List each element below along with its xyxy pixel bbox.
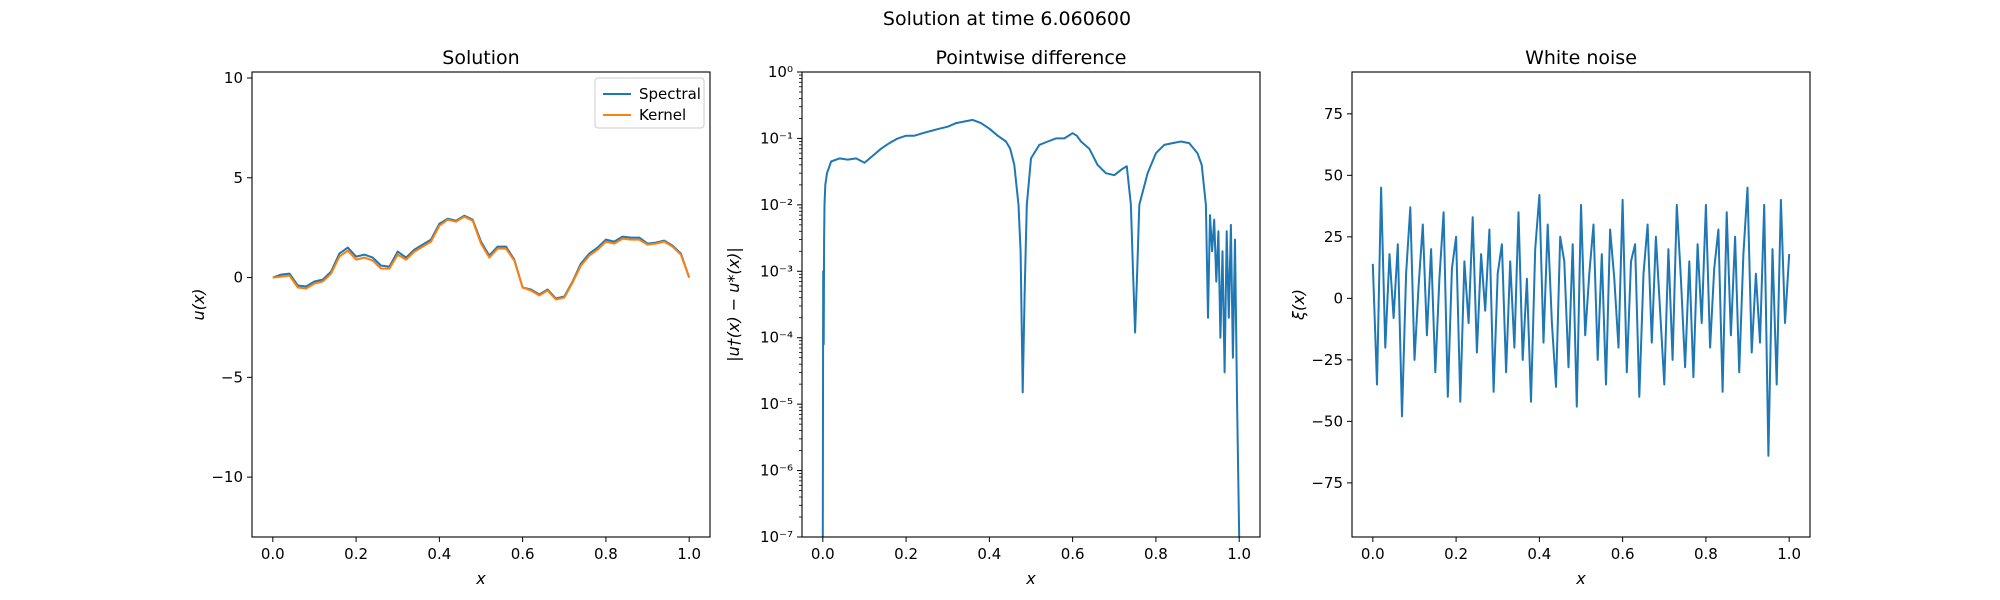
y-tick-label: 75 xyxy=(1324,105,1343,123)
y-tick-label: 10⁻³ xyxy=(760,262,793,280)
y-tick-label: 10⁰ xyxy=(768,63,793,81)
plot-frame xyxy=(251,71,711,538)
x-tick-label: 1.0 xyxy=(677,545,701,563)
y-tick-label: 10⁻⁶ xyxy=(760,462,793,480)
x-tick-label: 0.2 xyxy=(344,545,368,563)
y-tick-label: 10⁻⁵ xyxy=(760,395,793,413)
x-axis-label: x xyxy=(475,569,486,588)
x-tick-label: 0.0 xyxy=(811,545,835,563)
x-tick-label: 0.8 xyxy=(594,545,618,563)
y-tick-label: 0 xyxy=(233,269,243,287)
y-tick-label: 10⁻¹ xyxy=(760,129,793,147)
series-line-kernel xyxy=(272,215,691,301)
y-tick-label: 25 xyxy=(1324,228,1343,246)
x-tick-label: 1.0 xyxy=(1777,545,1801,563)
panel-solution: Solution 0.0 0.2 0.4 0.6 0.8 1.0 −10 −5 0 5 10 x u(x)… xyxy=(189,47,711,588)
x-tick-label: 0.4 xyxy=(977,545,1001,563)
series-line xyxy=(1371,186,1791,457)
x-tick-label: 0.4 xyxy=(1527,545,1551,563)
y-tick-label: 5 xyxy=(233,169,243,187)
figure-suptitle: Solution at time 6.060600 xyxy=(883,8,1131,30)
panel-white-noise: White noise 0.0 0.2 0.4 0.6 0.8 1.0 −75 −50 −25 0 2… xyxy=(1289,47,1811,588)
y-tick-label: −5 xyxy=(221,368,243,386)
panel-title: Solution xyxy=(442,47,519,69)
x-axis-label: x xyxy=(1025,569,1036,588)
x-tick-label: 0.2 xyxy=(1444,545,1468,563)
x-tick-label: 0.2 xyxy=(894,545,918,563)
y-tick-label: −10 xyxy=(211,468,243,486)
x-tick-label: 0.8 xyxy=(1694,545,1718,563)
y-tick-label: 10⁻⁷ xyxy=(760,528,793,546)
y-tick-label: 10⁻⁴ xyxy=(760,329,793,347)
x-tick-label: 0.6 xyxy=(511,545,535,563)
panel-title: Pointwise difference xyxy=(935,47,1126,69)
series-line-spectral xyxy=(272,214,691,300)
y-tick-label: −75 xyxy=(1311,474,1343,492)
panel-pointwise-difference: Pointwise difference 0.0 0.2 0.4 0.6 0.8 1.0 10… xyxy=(724,47,1261,588)
x-tick-label: 0.0 xyxy=(261,545,285,563)
y-axis-label: u(x) xyxy=(189,288,208,320)
x-tick-label: 0.4 xyxy=(427,545,451,563)
x-axis-label: x xyxy=(1575,569,1586,588)
y-tick-label: 10⁻² xyxy=(760,196,793,214)
x-tick-label: 0.0 xyxy=(1361,545,1385,563)
y-axis-label: |u†(x) − u*(x)| xyxy=(724,247,743,362)
legend-label: Spectral xyxy=(639,85,701,103)
plot-frame xyxy=(801,71,1261,538)
x-tick-label: 1.0 xyxy=(1227,545,1251,563)
legend-label: Kernel xyxy=(639,106,686,124)
y-axis-label: ξ(x) xyxy=(1289,289,1308,321)
y-tick-label: 0 xyxy=(1333,289,1343,307)
series-line xyxy=(821,118,1241,537)
y-tick-label: −25 xyxy=(1311,351,1343,369)
x-tick-label: 0.6 xyxy=(1061,545,1085,563)
y-tick-label: −50 xyxy=(1311,412,1343,430)
y-tick-label: 10 xyxy=(224,69,243,87)
x-tick-label: 0.6 xyxy=(1611,545,1635,563)
plot-frame xyxy=(1351,71,1811,538)
y-tick-label: 50 xyxy=(1324,166,1343,184)
x-tick-label: 0.8 xyxy=(1144,545,1168,563)
panel-title: White noise xyxy=(1525,47,1637,69)
